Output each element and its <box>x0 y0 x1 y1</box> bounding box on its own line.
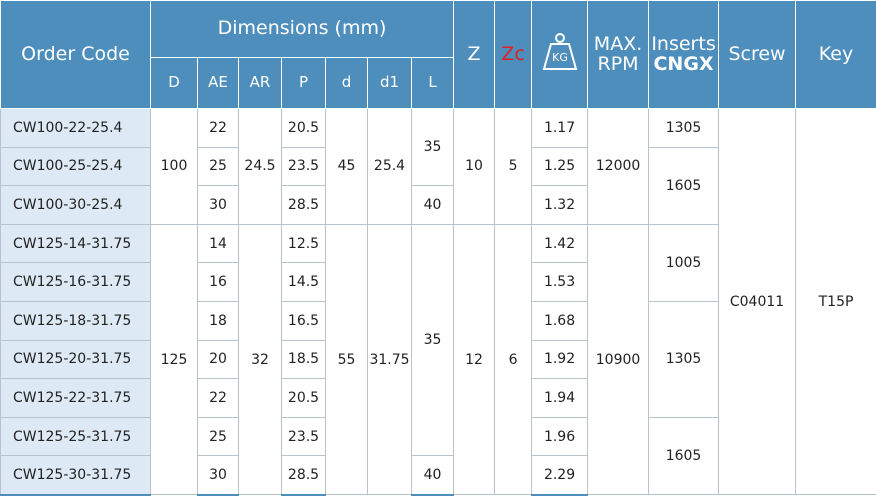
cell: 22 <box>197 108 239 148</box>
header-cell: Order Code <box>0 0 151 109</box>
cell: 1.32 <box>531 185 589 225</box>
table-row: CW125-25-31.75 25 23.5 1.96 1605 <box>0 416 876 496</box>
cell: 14.5 <box>281 262 326 302</box>
header-cell: P <box>281 57 326 109</box>
header-cell: AE <box>197 57 239 109</box>
header-cell: d1 <box>367 57 412 109</box>
order-code: CW125-22-31.75 <box>0 378 151 418</box>
cell: 1.53 <box>531 262 589 302</box>
cell: 28.5 <box>281 455 326 496</box>
cell: 16.5 <box>281 300 326 341</box>
cell: 1.68 <box>531 300 589 341</box>
cell: 31.75 <box>367 223 412 496</box>
cell: 20 <box>197 339 239 380</box>
header-cell: KG <box>531 0 589 109</box>
cell: 12000 <box>587 108 650 225</box>
header-cell: Dimensions (mm) <box>149 0 455 58</box>
cell: 45 <box>325 108 368 225</box>
cell: 25.4 <box>367 108 412 225</box>
cell: 30 <box>197 455 239 496</box>
cell: 5 <box>494 108 533 225</box>
header-line: CNGX <box>653 52 714 75</box>
header-line: Inserts <box>651 32 716 55</box>
cell: 6 <box>494 223 533 496</box>
order-code: CW100-22-25.4 <box>0 108 151 148</box>
header-cell: d <box>325 57 368 109</box>
cell: 25 <box>197 146 239 187</box>
cell: 10 <box>453 108 496 225</box>
order-code: CW125-20-31.75 <box>0 339 151 380</box>
cell: 23.5 <box>281 146 326 187</box>
order-code: CW125-25-31.75 <box>0 416 151 457</box>
cell: 100 <box>150 108 198 225</box>
cell: 10900 <box>587 223 650 496</box>
cell: 40 <box>410 455 455 496</box>
cell: 1305 <box>648 108 720 148</box>
table-row: CW125-16-31.75 16 14.5 1.53 <box>0 262 876 302</box>
cell: 40 <box>410 185 455 225</box>
cell: 2.29 <box>531 455 589 496</box>
order-code: CW100-30-25.4 <box>0 185 151 225</box>
table-row: CW125-14-31.75 125 14 32 12.5 55 31.75 35 12 6 1.4… <box>0 223 876 496</box>
table-row: CW100-25-25.4 25 23.5 1.25 1605 <box>0 146 876 225</box>
cell: 125 <box>150 223 198 496</box>
header-cell: Zc <box>494 0 533 109</box>
header-cell: L <box>410 57 455 109</box>
cell: 24.5 <box>238 108 282 225</box>
cell: 12 <box>453 223 496 496</box>
cell: 1305 <box>648 300 720 418</box>
table-row: CW125-20-31.75 20 18.5 1.92 <box>0 339 876 380</box>
table-row: CW100-30-25.4 30 28.5 40 1.32 <box>0 185 876 225</box>
cell: 1605 <box>648 416 720 496</box>
cell: 18.5 <box>281 339 326 380</box>
cell: T15P <box>795 107 876 496</box>
table-row: CW100-22-25.4 100 22 24.5 20.5 45 25.4 35 10 5 1.1… <box>0 107 876 496</box>
cell: 28.5 <box>281 185 326 225</box>
cell: 25 <box>197 416 239 457</box>
cell: 20.5 <box>281 108 326 148</box>
header-cell: Screw <box>718 0 797 109</box>
cell: 18 <box>197 300 239 341</box>
cell: 30 <box>197 185 239 225</box>
cell: C04011 <box>718 107 797 496</box>
header-cell: MAX. RPM <box>587 0 650 109</box>
cell: 1.96 <box>531 416 589 457</box>
table-row: CW125-22-31.75 22 20.5 1.94 <box>0 378 876 418</box>
order-code: CW125-18-31.75 <box>0 300 151 341</box>
cell: 1.17 <box>531 108 589 148</box>
weight-icon: KG <box>542 33 577 71</box>
cell: 1605 <box>648 146 720 225</box>
order-code: CW125-16-31.75 <box>0 262 151 302</box>
icon-label: KG <box>552 51 568 64</box>
header-cell: AR <box>238 57 282 109</box>
header-cell: Key <box>795 0 876 109</box>
order-code: CW125-30-31.75 <box>0 455 151 496</box>
cell: 1.25 <box>531 146 589 187</box>
header-line: MAX. <box>593 32 643 55</box>
order-code: CW100-25-25.4 <box>0 146 151 187</box>
header-cell: Z <box>453 0 496 109</box>
cell: 1005 <box>648 223 720 302</box>
header-cell: Inserts CNGX <box>648 0 720 109</box>
table-row: CW125-18-31.75 18 16.5 1.68 1305 <box>0 300 876 418</box>
table-row: CW125-30-31.75 30 28.5 40 2.29 <box>0 455 876 496</box>
cell: 16 <box>197 262 239 302</box>
cell: 23.5 <box>281 416 326 457</box>
header-cell: D <box>150 57 198 109</box>
cell: 32 <box>238 223 282 496</box>
cell: 12.5 <box>281 223 326 264</box>
header-line: RPM <box>597 52 639 75</box>
cell: 55 <box>325 223 368 496</box>
cell: 22 <box>197 378 239 418</box>
cell: 1.94 <box>531 378 589 418</box>
cell: 1.42 <box>531 223 589 264</box>
cell: 1.92 <box>531 339 589 380</box>
cell: 20.5 <box>281 378 326 418</box>
cell: 35 <box>410 223 455 457</box>
cell: 35 <box>410 107 455 187</box>
order-code: CW125-14-31.75 <box>0 223 151 264</box>
cell: 14 <box>197 223 239 264</box>
